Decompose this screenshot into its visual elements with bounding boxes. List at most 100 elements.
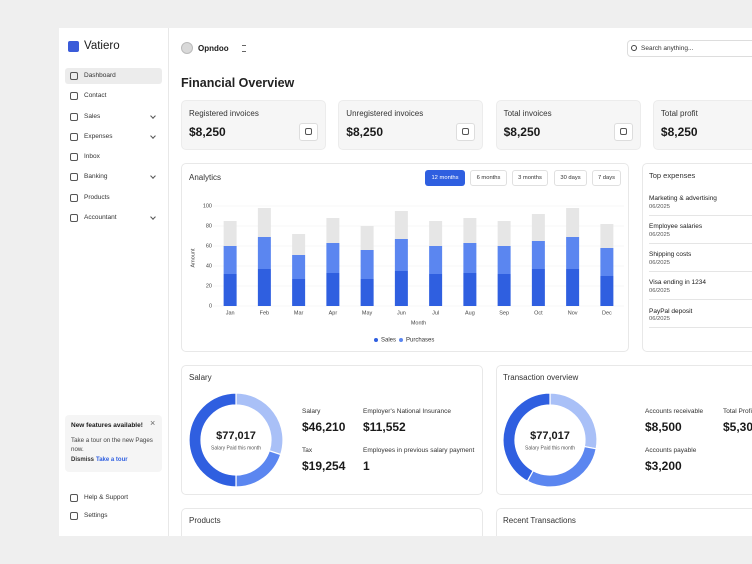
icon <box>70 214 78 222</box>
icon <box>619 128 627 135</box>
donut-segment <box>502 392 551 483</box>
bar-segment <box>257 269 271 306</box>
bar-segment <box>223 274 237 306</box>
icon <box>462 128 470 135</box>
promo-text: Take a tour on the new Pages now. <box>71 437 153 454</box>
range-button[interactable] <box>592 170 621 186</box>
x-axis-label: Month <box>411 320 426 326</box>
search-placeholder: Search anything... <box>641 45 694 53</box>
promo-title: New features available! <box>71 422 143 430</box>
expense-divider <box>649 215 752 216</box>
bar-segment <box>394 239 408 271</box>
expense-date: 06/2025 <box>649 315 670 322</box>
footer-nav-item[interactable]: Settings <box>84 512 108 520</box>
expense-divider <box>649 271 752 273</box>
range-label[interactable]: 3 months <box>518 174 542 181</box>
x-tick-label: Mar <box>294 310 304 316</box>
donut-center-label: Salary Paid this month <box>525 445 575 451</box>
nav-item[interactable]: Inbox <box>84 153 100 161</box>
salary-stat-value: 1 <box>363 458 370 473</box>
products-card <box>181 508 483 536</box>
search-box[interactable] <box>627 40 752 57</box>
bar-segment <box>600 248 614 276</box>
nav-item[interactable]: Accountant <box>84 214 117 222</box>
expense-date: 06/2025 <box>649 287 670 294</box>
stat-card <box>652 100 752 150</box>
range-label[interactable]: 30 days <box>560 174 581 181</box>
transaction-stat-label: Total Profit <box>723 408 752 416</box>
footer-nav-item[interactable]: Help & Support <box>84 494 129 502</box>
x-tick-label: Jan <box>226 310 235 316</box>
stat-action[interactable] <box>613 123 633 141</box>
stage: × 0 20 40 60 80 100 Jan Feb Mar Apr May Jun Jul Aug Se… <box>59 28 752 536</box>
nav-item[interactable]: Sales <box>84 113 101 121</box>
expense-date: 06/2025 <box>649 259 670 266</box>
icon <box>70 133 78 141</box>
range-button[interactable] <box>512 170 548 186</box>
bar-segment <box>292 234 306 255</box>
x-tick-label: Sep <box>499 310 509 316</box>
range-label[interactable]: 6 months <box>476 174 501 181</box>
icon <box>70 173 78 181</box>
stat-value: $8,250 <box>503 124 541 139</box>
range-button[interactable] <box>425 170 465 186</box>
nav-item[interactable]: Products <box>84 194 110 202</box>
range-button[interactable] <box>554 170 587 186</box>
bar-segment <box>600 224 614 248</box>
range-button[interactable] <box>470 170 507 186</box>
donut-center-label: Salary Paid this month <box>211 445 261 451</box>
stat-action[interactable] <box>456 123 476 141</box>
expense-name: PayPal deposit <box>649 307 693 315</box>
dismiss-button[interactable]: Dismiss <box>71 457 95 464</box>
expense-name: Marketing & advertising <box>649 195 717 203</box>
icon <box>70 92 78 100</box>
salary-stat-label: Tax <box>302 447 313 455</box>
bar-segment <box>326 243 340 273</box>
nav-item[interactable]: Banking <box>84 173 108 181</box>
app-window: × 0 20 40 60 80 100 Jan Feb Mar Apr May Jun Jul Aug Se… <box>59 28 752 536</box>
sidebar-divider <box>168 28 169 536</box>
stat-action[interactable] <box>299 123 318 141</box>
bar-segment <box>292 255 306 279</box>
top-expenses-card <box>642 163 752 352</box>
nav-item[interactable]: Dashboard <box>84 72 116 80</box>
y-axis-label: Amount <box>190 248 196 267</box>
icon <box>305 128 312 135</box>
y-tick-label: 40 <box>206 263 212 269</box>
close-button[interactable]: × <box>150 418 156 428</box>
page-title: Financial Overview <box>181 75 295 90</box>
bar-segment <box>326 273 340 306</box>
nav-item[interactable]: Expenses <box>84 133 113 141</box>
workspace-avatar <box>181 42 193 54</box>
search-icon <box>631 45 637 51</box>
nav-item[interactable]: Contact <box>84 92 107 100</box>
range-label[interactable]: 12 months <box>431 174 459 181</box>
bar-segment <box>394 211 408 239</box>
analytics-title: Analytics <box>189 173 222 183</box>
y-tick-label: 20 <box>206 283 212 289</box>
transaction-stat-label: Accounts receivable <box>645 408 704 416</box>
top-expenses-title: Top expenses <box>649 170 696 180</box>
transaction-stat-value: $5,300 <box>723 419 752 434</box>
x-tick-label: Oct <box>534 310 543 316</box>
icon <box>70 194 78 202</box>
x-tick-label: Nov <box>568 310 578 316</box>
range-label[interactable]: 7 days <box>597 174 616 181</box>
tour-button[interactable]: Take a tour <box>96 457 128 464</box>
charts: 0 20 40 60 80 100 Jan Feb Mar Apr May Jun Jul Aug Sep O… <box>188 203 624 488</box>
transaction-title: Transaction overview <box>503 373 579 383</box>
workspace-name[interactable]: Opndoo <box>198 44 229 54</box>
donut-segment <box>188 392 237 488</box>
salary-stat-value: $19,254 <box>302 458 346 473</box>
salary-stat-value: $46,210 <box>302 419 346 434</box>
stat-value: $8,250 <box>189 124 226 139</box>
stat-value: $8,250 <box>660 124 698 139</box>
bar-segment <box>360 226 374 250</box>
x-tick-label: Jul <box>432 310 439 316</box>
x-tick-label: Feb <box>260 310 269 316</box>
transaction-stat-value: $8,500 <box>645 419 682 434</box>
bar-segment <box>223 246 237 274</box>
products-title: Products <box>189 516 221 526</box>
legend-label: Purchases <box>406 338 434 344</box>
bar-segment <box>257 208 271 237</box>
